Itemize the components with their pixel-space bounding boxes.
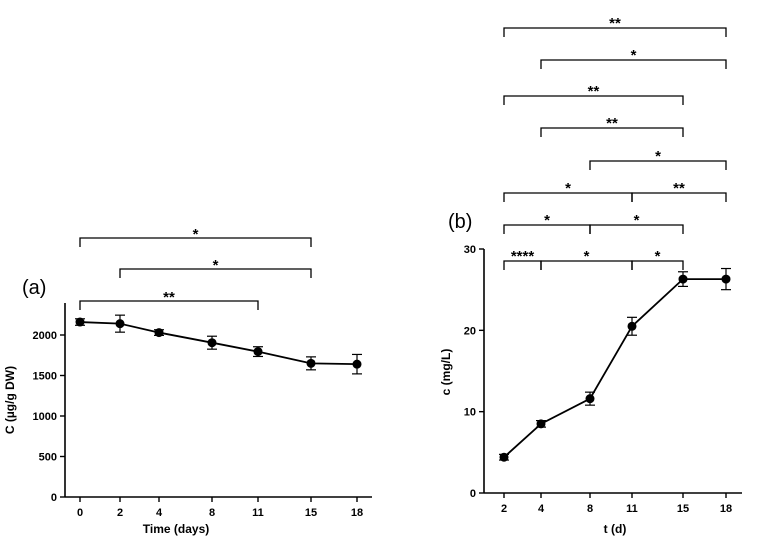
panel-b-label: (b) bbox=[448, 211, 472, 233]
panel-a-data-point bbox=[207, 338, 217, 348]
panel-a-data-point bbox=[115, 319, 125, 329]
panel-b-significance-label: * bbox=[631, 47, 637, 64]
panel-b-y-tick-label: 30 bbox=[464, 244, 476, 256]
panel-a-x-tick-label: 11 bbox=[252, 507, 264, 519]
panel-b-y-tick-label: 0 bbox=[470, 488, 476, 500]
panel-a-x-tick-label: 0 bbox=[77, 507, 83, 519]
panel-b-significance-label: * bbox=[584, 248, 590, 265]
panel-b-significance-bracket bbox=[540, 127, 684, 137]
panel-b-data-point bbox=[721, 274, 731, 284]
panel-b-x-tick-label: 18 bbox=[720, 503, 732, 515]
panel-a-significance-bracket bbox=[119, 268, 312, 278]
panel-a-y-tick-label: 1000 bbox=[33, 411, 57, 423]
panel-b-significance-label: ** bbox=[606, 115, 618, 132]
panel-a-data-point bbox=[253, 347, 263, 357]
panel-b-significance-bracket bbox=[540, 59, 727, 69]
panel-b-significance-label: ** bbox=[673, 180, 685, 197]
panel-a-x-tick-label: 4 bbox=[156, 507, 163, 519]
panel-b-significance-label: * bbox=[544, 212, 550, 229]
panel-a-x-tick-label: 18 bbox=[351, 507, 363, 519]
panel-b-y-axis-title: c (mg/L) bbox=[439, 349, 453, 396]
panel-a-significance-label: ** bbox=[163, 289, 175, 306]
panel-b-y-tick-label: 10 bbox=[464, 407, 476, 419]
panel-a-data-point bbox=[306, 358, 316, 368]
panel-b-x-tick-label: 4 bbox=[538, 503, 545, 515]
panel-b-data-point bbox=[499, 452, 509, 462]
panel-b-significance-label: ** bbox=[609, 15, 621, 32]
panel-a-significance-label: * bbox=[213, 257, 219, 274]
panel-a-x-axis-title: Time (days) bbox=[143, 522, 209, 536]
panel-b-y-tick-label: 20 bbox=[464, 325, 476, 337]
panel-b-data-point bbox=[678, 274, 688, 284]
panel-a-data-point bbox=[154, 328, 164, 338]
panel-a-x-tick-label: 15 bbox=[305, 507, 317, 519]
panel-b-significance-bracket bbox=[631, 192, 727, 202]
panel-a-y-tick-label: 1500 bbox=[33, 371, 57, 383]
panel-b-significance-label: * bbox=[655, 148, 661, 165]
panel-a-significance-bracket bbox=[79, 300, 259, 310]
panel-a-series-line bbox=[79, 321, 358, 366]
panel-b-significance-bracket bbox=[503, 95, 684, 105]
panel-a-data-point bbox=[352, 359, 362, 369]
panel-a-y-tick-label: 0 bbox=[51, 492, 57, 504]
panel-b-significance-label: * bbox=[655, 248, 661, 265]
panel-a-chart: (a) Time (days) C (µg/g DW) 0 500 1000 1500… bbox=[3, 226, 372, 536]
panel-b-data-point bbox=[536, 419, 546, 429]
panel-b-significance-bracket bbox=[589, 160, 727, 170]
panel-b-significance-label: ** bbox=[588, 83, 600, 100]
panel-b-significance-label: * bbox=[634, 212, 640, 229]
panel-b-significance-label: * bbox=[565, 180, 571, 197]
panel-a-y-axis-title: C (µg/g DW) bbox=[3, 366, 17, 434]
panel-b-x-tick-label: 11 bbox=[626, 503, 638, 515]
panel-b-x-tick-label: 8 bbox=[587, 503, 593, 515]
panel-a-significance-label: * bbox=[193, 226, 199, 243]
panel-b-data-point bbox=[585, 394, 595, 404]
panel-b-x-tick-label: 2 bbox=[501, 503, 507, 515]
panel-a-label: (a) bbox=[22, 277, 46, 299]
panel-b-data-point bbox=[627, 321, 637, 331]
panel-a-x-tick-label: 8 bbox=[209, 507, 215, 519]
panel-b-x-axis-title: t (d) bbox=[604, 522, 627, 536]
panel-a-significance-bracket bbox=[79, 237, 312, 247]
panel-b-significance-bracket bbox=[503, 27, 727, 37]
panel-b-significance-bracket bbox=[631, 260, 684, 270]
panel-a-data-point bbox=[75, 317, 85, 327]
panel-b-series-line bbox=[503, 278, 726, 458]
panel-a-y-tick-label: 2000 bbox=[33, 330, 57, 342]
panel-a-y-tick-label: 500 bbox=[39, 452, 57, 464]
panel-b-significance-label: **** bbox=[511, 248, 535, 265]
panel-b-significance-bracket bbox=[589, 224, 684, 234]
panel-b-x-tick-label: 15 bbox=[677, 503, 689, 515]
panel-a-x-tick-label: 2 bbox=[117, 507, 123, 519]
